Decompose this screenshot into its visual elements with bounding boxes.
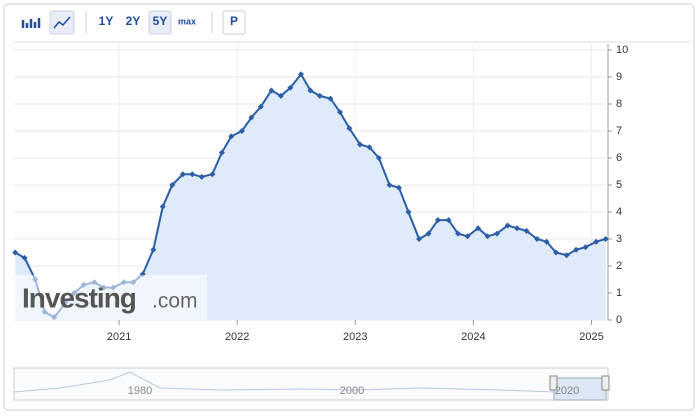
watermark-bg [14,275,207,320]
point [434,217,441,224]
y-tick-label: 1 [616,287,622,299]
point [257,103,264,110]
point [366,144,373,151]
y-tick-label: 10 [616,44,628,56]
y-tick-label: 5 [616,179,622,191]
p-btn-box[interactable] [222,10,246,35]
point [563,252,570,259]
point [189,171,196,178]
point [543,238,550,245]
point [179,171,186,178]
point [602,236,609,242]
y-tick-label: 3 [616,233,622,245]
point [169,182,176,188]
point [346,125,353,132]
navigator: 1980 2000 2020 [13,367,610,401]
navigator-box [13,367,609,401]
point [395,184,402,191]
point [238,128,245,134]
x-tick-label: 2021 [107,331,131,343]
y-tick-label: 8 [616,98,622,110]
point [307,87,314,94]
point [455,230,462,237]
bar-icon [21,18,41,28]
point [198,173,205,180]
point [248,114,255,121]
point [12,249,19,256]
y-tick-label: 0 [616,314,622,326]
x-tick-label: 2025 [579,331,603,343]
line-icon [53,16,71,29]
point [534,236,541,242]
navigator-handle[interactable] [601,375,610,391]
point [593,238,600,245]
x-tick-label: 2024 [461,331,485,343]
y-tick-label: 4 [616,206,622,218]
point [405,209,412,215]
point [375,155,382,161]
point [475,225,482,232]
point [297,71,304,78]
navigator-label: 2000 [340,385,364,397]
watermark: Investing .com [14,275,207,320]
area-fill [15,74,606,320]
watermark-brand: Investing [22,282,136,313]
point [316,92,323,99]
point [464,233,471,240]
watermark-suffix: .com [152,290,198,313]
point [277,92,284,99]
point [150,246,157,253]
navigator-label: 2020 [555,385,579,397]
x-tick-label: 2022 [225,331,249,343]
point [416,236,423,242]
navigator-label: 1980 [128,385,152,397]
point [336,109,343,116]
range-button[interactable]: 5Y [153,14,168,28]
point [209,171,216,178]
point [573,246,580,253]
point [357,141,364,148]
point [218,149,225,156]
point [523,227,530,234]
point [386,182,393,188]
range-btn-active [148,10,172,35]
range-button[interactable]: max [178,16,196,26]
point [425,230,432,237]
point [327,95,334,102]
x-tick-label: 2023 [343,331,367,343]
point [287,84,294,91]
point [514,225,521,232]
point [553,249,560,256]
point [21,254,28,261]
toolbar: P [20,10,246,35]
y-tick-label: 2 [616,260,622,272]
point [582,244,589,251]
range-button[interactable]: 1Y [99,14,114,28]
y-tick-label: 9 [616,71,622,83]
p-button[interactable]: P [230,14,238,28]
y-tick-label: 7 [616,125,622,137]
navigator-handle[interactable] [549,375,558,391]
point [484,233,491,240]
point [228,133,235,140]
point [504,222,511,229]
y-tick-label: 6 [616,152,622,164]
line-icon-btn[interactable] [49,10,75,35]
point [159,203,166,210]
range-button[interactable]: 2Y [126,14,141,28]
point [445,217,452,224]
point [268,87,275,94]
point [493,230,500,237]
